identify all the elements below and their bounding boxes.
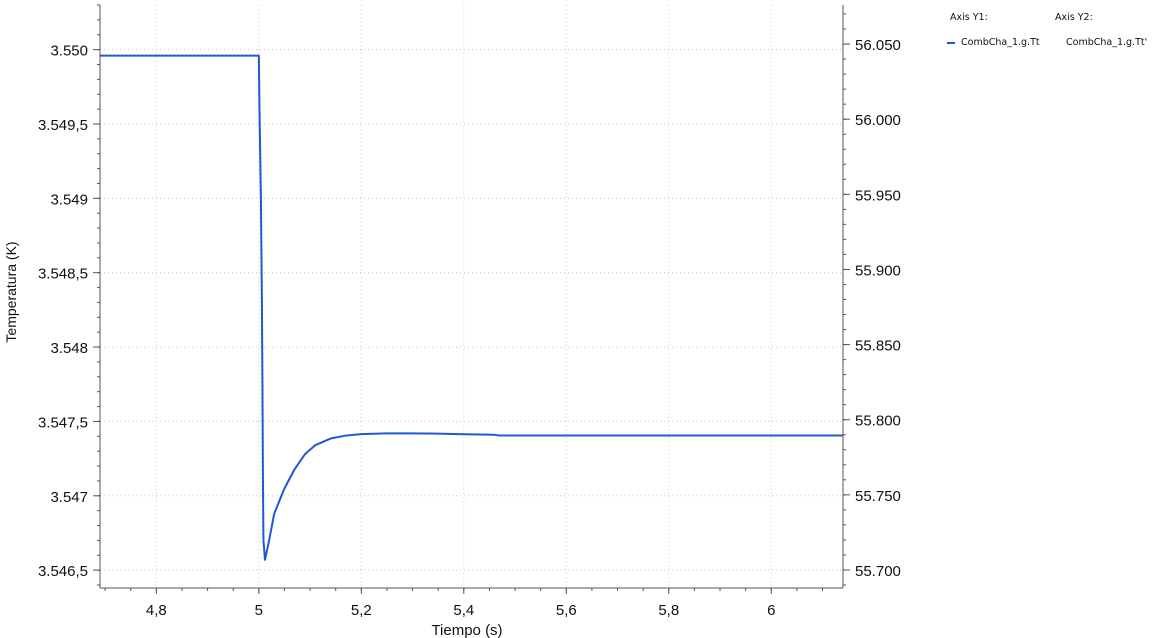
y2-tick-label: 56.050: [855, 37, 901, 54]
tick-marks: [93, 4, 850, 594]
legend-entry-y2[interactable]: CombCha_1.g.Tt': [1066, 37, 1147, 48]
x-tick-label: 5,8: [658, 602, 679, 619]
x-axis-label: Tiempo (s): [431, 622, 502, 638]
legend-entry-label: CombCha_1.g.Tt': [1066, 37, 1148, 48]
y1-tick-label: 3.548: [50, 340, 88, 357]
y2-tick-label: 55.700: [855, 563, 901, 580]
y2-tick-label: 55.950: [855, 187, 901, 204]
legend-entry-y1[interactable]: CombCha_1.g.Tt: [947, 37, 1040, 48]
legend-axis-y1-header: Axis Y1:: [950, 12, 988, 23]
y1-tick-label: 3.547,5: [38, 414, 88, 431]
y1-tick-label: 3.547: [50, 489, 88, 506]
legend-axis-y2-header: Axis Y2:: [1055, 12, 1093, 23]
x-tick-label: 4,8: [146, 602, 167, 619]
y1-tick-label: 3.550: [50, 43, 88, 60]
tick-labels: 4,8 5 5,2 5,4 5,6 5,8 6 3.546,5 3.547 3.547,5 3.54…: [38, 37, 901, 619]
x-tick-label: 5: [255, 602, 263, 619]
y2-tick-label: 55.800: [855, 413, 901, 430]
legend-entry-label: CombCha_1.g.Tt: [961, 37, 1040, 48]
y2-tick-label: 56.000: [855, 112, 901, 129]
axes: [99, 5, 844, 589]
y-axis-label: Temperatura (K): [3, 241, 19, 342]
series-line: [100, 54, 843, 561]
x-tick-label: 5,4: [453, 602, 474, 619]
y1-tick-label: 3.549,5: [38, 117, 88, 134]
x-tick-label: 6: [767, 602, 775, 619]
legend-swatch: [947, 41, 955, 44]
y1-tick-label: 3.549: [50, 191, 88, 208]
y2-tick-label: 55.750: [855, 488, 901, 505]
series-layer: [100, 54, 843, 561]
x-tick-label: 5,2: [351, 602, 372, 619]
x-tick-label: 5,6: [556, 602, 577, 619]
grid-lines: [100, 5, 843, 588]
y1-tick-label: 3.546,5: [38, 563, 88, 580]
y2-tick-label: 55.850: [855, 338, 901, 355]
y1-tick-label: 3.548,5: [38, 266, 88, 283]
y2-tick-label: 55.900: [855, 262, 901, 279]
